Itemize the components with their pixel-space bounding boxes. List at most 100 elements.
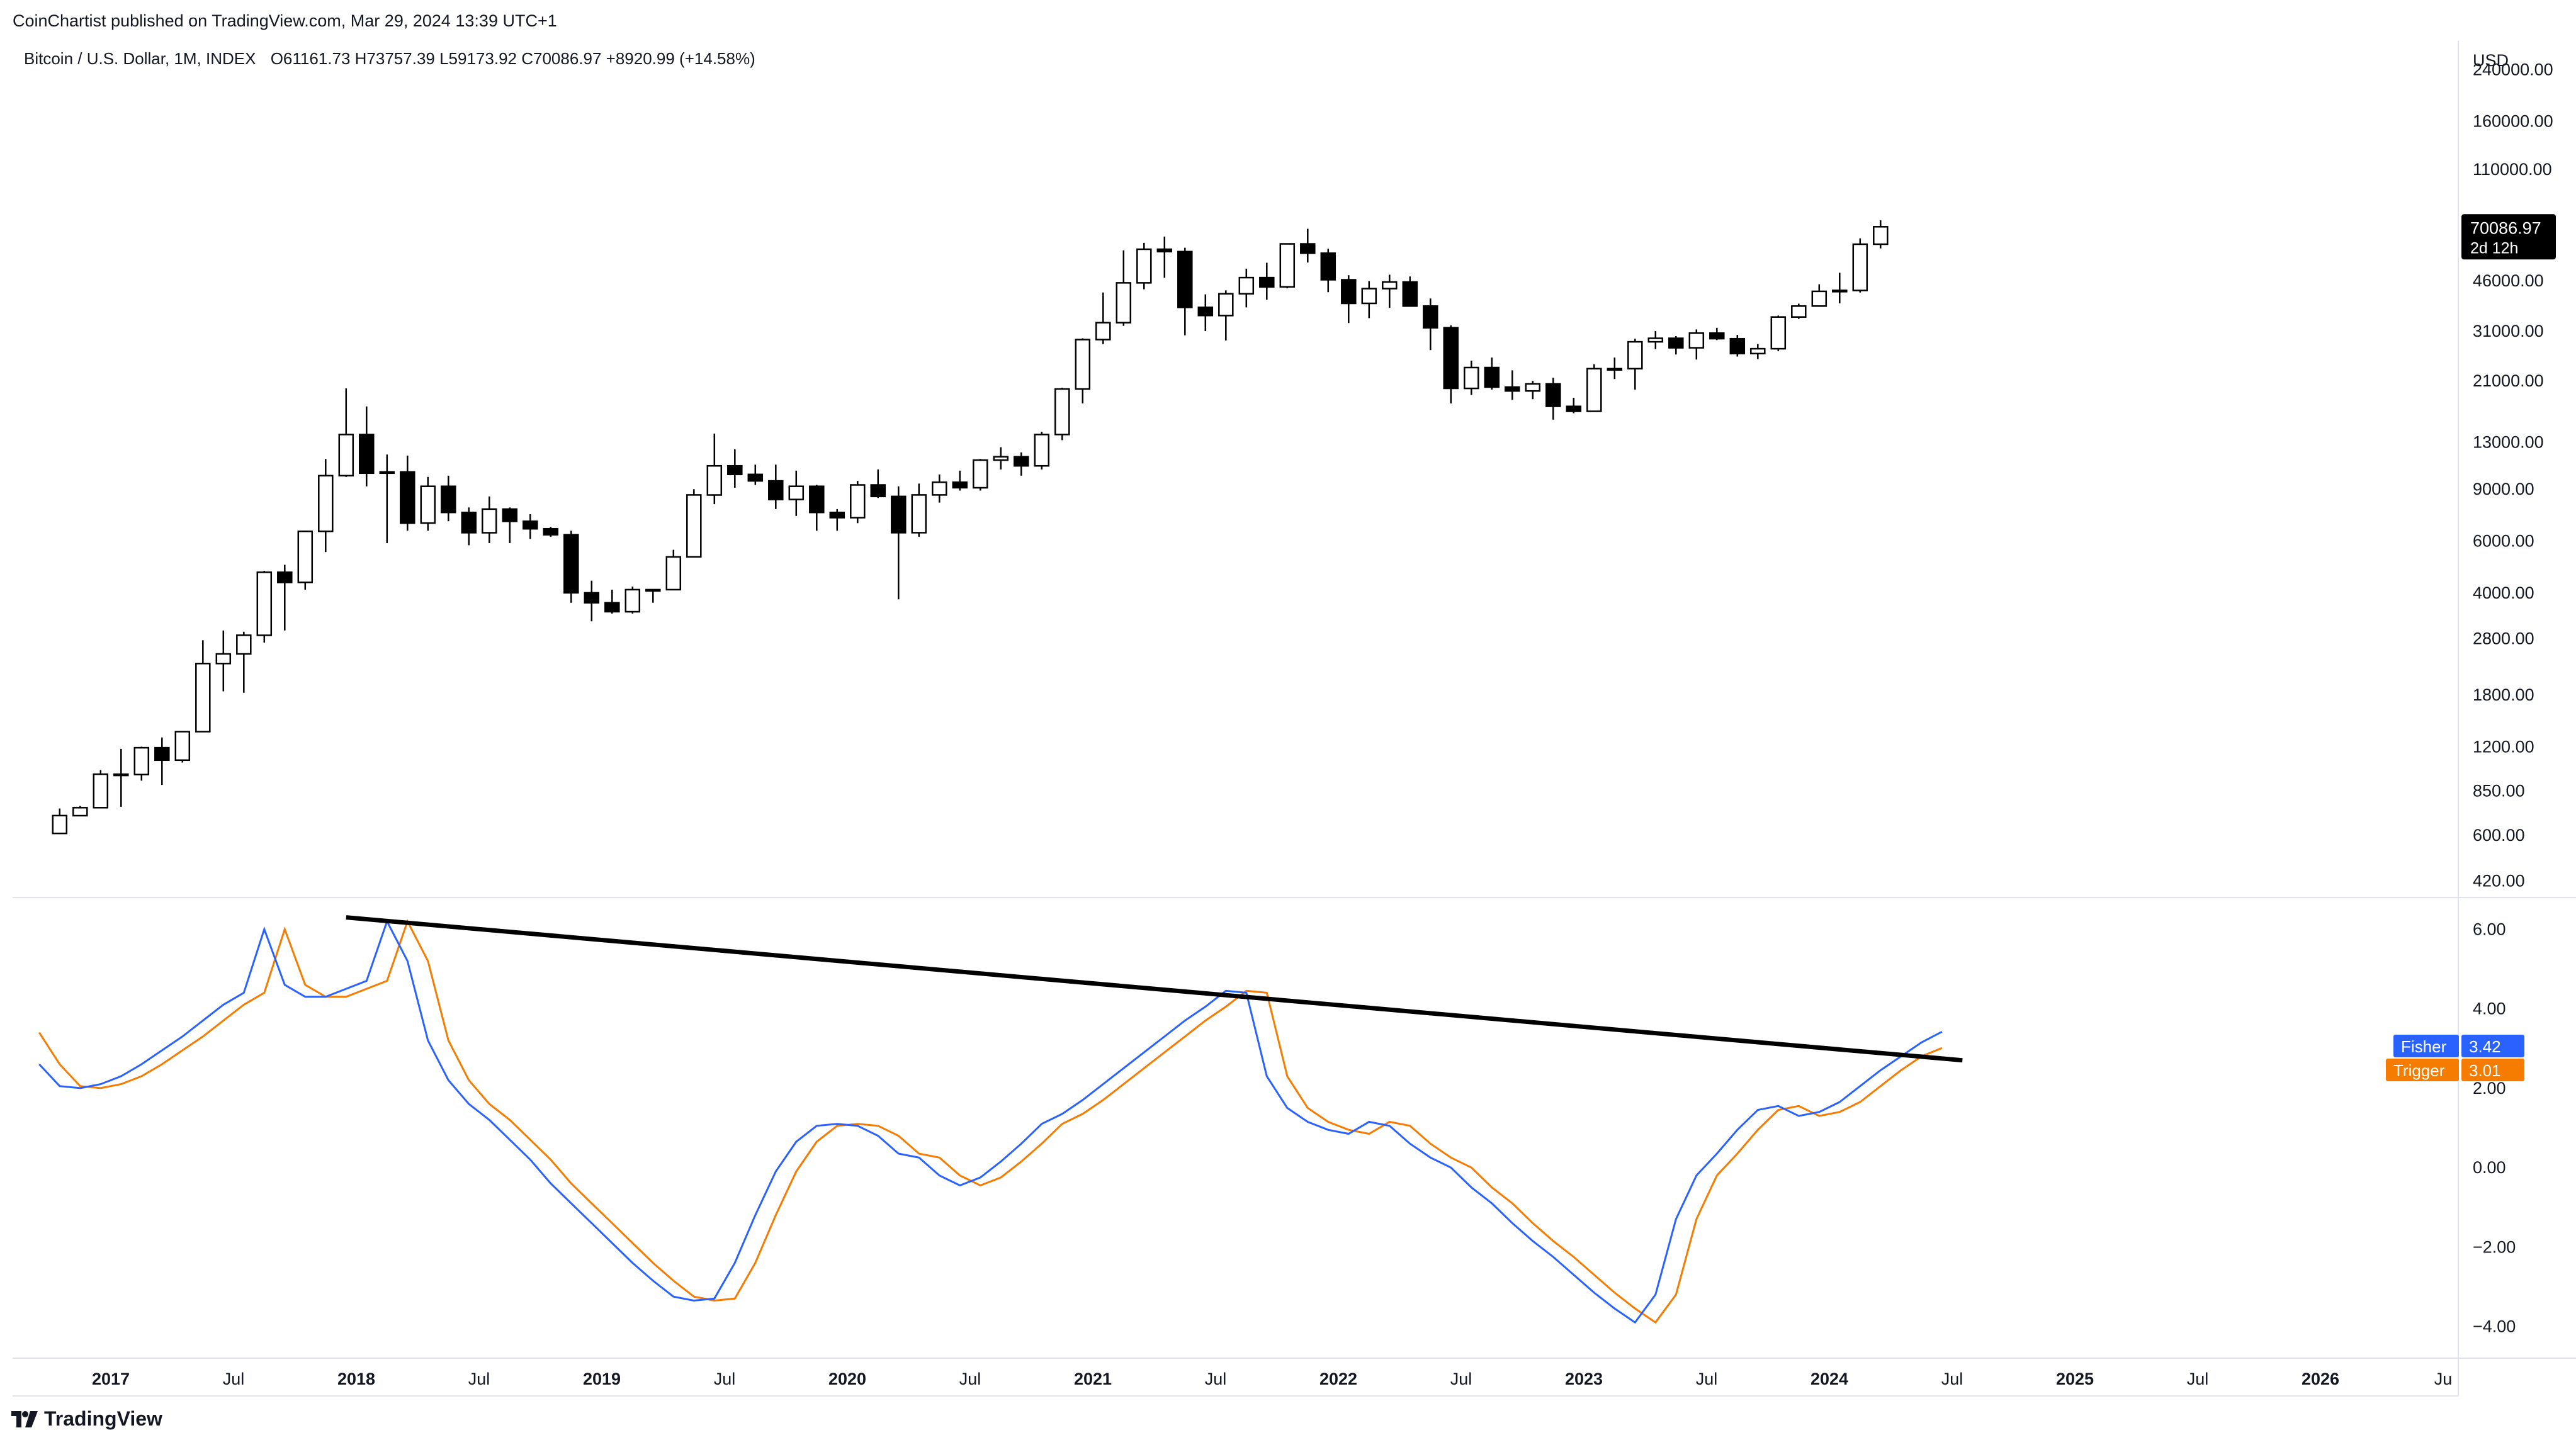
price-tick-label: 1800.00 (2473, 685, 2534, 704)
currency-label[interactable]: USD (2473, 51, 2509, 70)
candle-up (72, 807, 88, 817)
candle-up (1647, 337, 1664, 343)
candle-up (686, 494, 702, 558)
time-label: 2017 (92, 1370, 130, 1388)
fisher-value-bg (2461, 1035, 2524, 1057)
candle-up (1770, 316, 1787, 350)
candle-up (1382, 281, 1398, 290)
candle-up (482, 508, 497, 534)
ohlc-values: O61161.73 H73757.39 L59173.92 C70086.97 … (271, 49, 755, 68)
price-tick-label: 110000.00 (2473, 160, 2552, 179)
symbol-name[interactable]: Bitcoin / U.S. Dollar, 1M, INDEX (24, 49, 256, 68)
tradingview-logo[interactable]: TradingView (11, 1407, 162, 1431)
bar-countdown-label: 2d 12h (2470, 239, 2518, 257)
trigger-value-bg (2461, 1059, 2524, 1081)
candle-up (195, 663, 211, 733)
candle-down (1443, 327, 1459, 390)
time-label: Jul (468, 1370, 490, 1388)
candle-down (1197, 307, 1214, 317)
price-tick-label: 850.00 (2473, 782, 2525, 801)
candle-up (1116, 282, 1132, 323)
candle-up (706, 464, 723, 496)
candle-down (1300, 243, 1316, 254)
symbol-title[interactable]: Bitcoin / U.S. Dollar, 1M, INDEX O61161.… (24, 49, 755, 68)
indicator-axis-ticks: 6.00 4.00 2.00 0.00 −2.00 −4.00 (2473, 920, 2516, 1336)
candle-up (93, 773, 109, 809)
price-tick-label: 6000.00 (2473, 532, 2534, 551)
tradingview-logo-text: TradingView (44, 1407, 162, 1430)
candle-up (973, 459, 988, 489)
time-label: 2021 (1074, 1370, 1112, 1388)
candle-up (788, 485, 805, 500)
candle-down (1484, 366, 1500, 388)
price-tick-label: 240000.00 (2473, 60, 2553, 79)
candle-down (359, 434, 375, 475)
candle-up (420, 485, 436, 524)
candle-up (932, 481, 947, 496)
time-axis-labels[interactable]: 2017 Jul 2018 Jul 2019 Jul 2020 Jul 2021 Jul 2022 J… (92, 1370, 2452, 1388)
candle-up (911, 494, 927, 534)
time-label: 2020 (828, 1370, 866, 1388)
candle-down (768, 480, 784, 500)
price-axis-ticks: 240000.00 160000.00 110000.00 46000.00 31000… (2473, 60, 2553, 890)
time-label: 2018 (337, 1370, 375, 1388)
trigger-value: 3.01 (2469, 1061, 2501, 1080)
time-label: 2024 (1811, 1370, 1848, 1388)
candle-up (52, 814, 68, 835)
candle-down (1566, 405, 1582, 412)
candle-up (993, 456, 1009, 461)
trigger-label-text: Trigger (2393, 1061, 2445, 1080)
indicator-tick-label: 4.00 (2473, 999, 2506, 1018)
fisher-line (38, 919, 1943, 1324)
indicator-tick-label: 2.00 (2473, 1079, 2506, 1098)
time-label: 2026 (2302, 1370, 2339, 1388)
candle-up (1279, 243, 1296, 288)
last-price-tag: 70086.97 2d 12h (2461, 214, 2556, 260)
candle-down (1402, 281, 1418, 307)
candle-up (1873, 226, 1889, 245)
price-tick-label: 1200.00 (2473, 737, 2534, 756)
candle-up (624, 588, 641, 613)
candle-down (809, 485, 825, 514)
publisher-line: CoinChartist published on TradingView.co… (13, 11, 557, 30)
indicator-tick-label: −4.00 (2473, 1317, 2516, 1336)
time-label: Jul (1205, 1370, 1227, 1388)
candle-up (1811, 290, 1827, 307)
candle-down (829, 511, 845, 519)
trigger-label: Trigger 3.01 (2386, 1059, 2524, 1081)
indicator-tick-label: 0.00 (2473, 1158, 2506, 1177)
time-label: 2025 (2056, 1370, 2094, 1388)
time-label: Jul (959, 1370, 981, 1388)
candle-up (1832, 290, 1848, 293)
price-tick-label: 21000.00 (2473, 371, 2544, 390)
candle-down (1341, 279, 1357, 305)
candle-up (297, 530, 314, 583)
time-label: Jul (2187, 1370, 2209, 1388)
candle-up (1852, 243, 1868, 291)
candle-down (1259, 276, 1275, 288)
time-label: 2023 (1565, 1370, 1603, 1388)
time-label: Jul (1696, 1370, 1718, 1388)
candle-up (645, 588, 661, 592)
candle-up (174, 731, 191, 762)
time-label: 2022 (1319, 1370, 1357, 1388)
candle-down (400, 471, 415, 524)
candle-up (133, 746, 150, 775)
candle-down (747, 473, 764, 482)
candle-up (665, 556, 682, 591)
candle-up (1095, 322, 1111, 340)
candle-down (584, 592, 600, 604)
candle-down (727, 464, 743, 476)
candle-down (543, 527, 559, 536)
fisher-label-bg (2393, 1035, 2459, 1057)
candle-up (1034, 434, 1050, 467)
candle-down (461, 511, 477, 534)
candle-down (1156, 248, 1173, 253)
tradingview-logo-icon (11, 1410, 38, 1427)
fisher-label-text: Fisher (2401, 1037, 2447, 1056)
price-tick-label: 600.00 (2473, 826, 2525, 845)
time-label: Ju (2434, 1370, 2453, 1388)
trendline[interactable] (346, 915, 1963, 1063)
time-label: Jul (223, 1370, 245, 1388)
